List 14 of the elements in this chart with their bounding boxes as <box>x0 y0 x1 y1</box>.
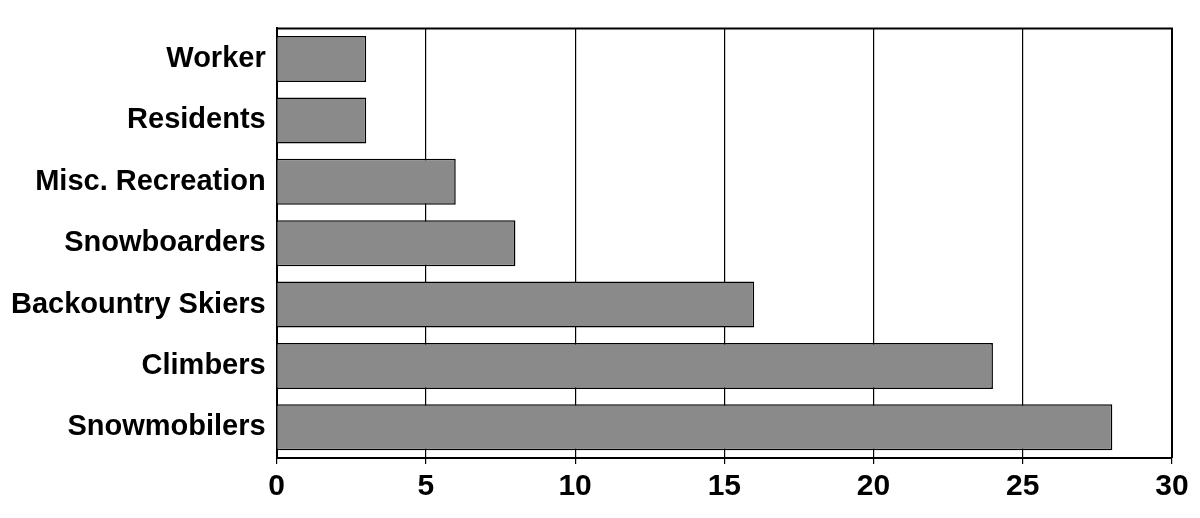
x-tick-label: 10 <box>558 468 592 502</box>
y-tick-label: Backountry Skiers <box>11 286 266 319</box>
x-tick-label: 15 <box>707 468 742 502</box>
y-tick-label: Snowmobilers <box>67 409 266 442</box>
y-tick-label: Worker <box>166 41 266 74</box>
y-tick-label: Climbers <box>141 347 266 380</box>
x-tick-label: 0 <box>268 468 286 502</box>
x-tick-label: 30 <box>1155 468 1189 502</box>
y-tick-label: Snowboarders <box>64 225 266 258</box>
x-tick-label: 20 <box>856 468 891 502</box>
x-tick-label: 5 <box>417 468 435 502</box>
x-tick-label: 25 <box>1006 468 1040 502</box>
y-tick-label: Misc. Recreation <box>35 163 266 196</box>
y-tick-label: Residents <box>127 102 266 135</box>
